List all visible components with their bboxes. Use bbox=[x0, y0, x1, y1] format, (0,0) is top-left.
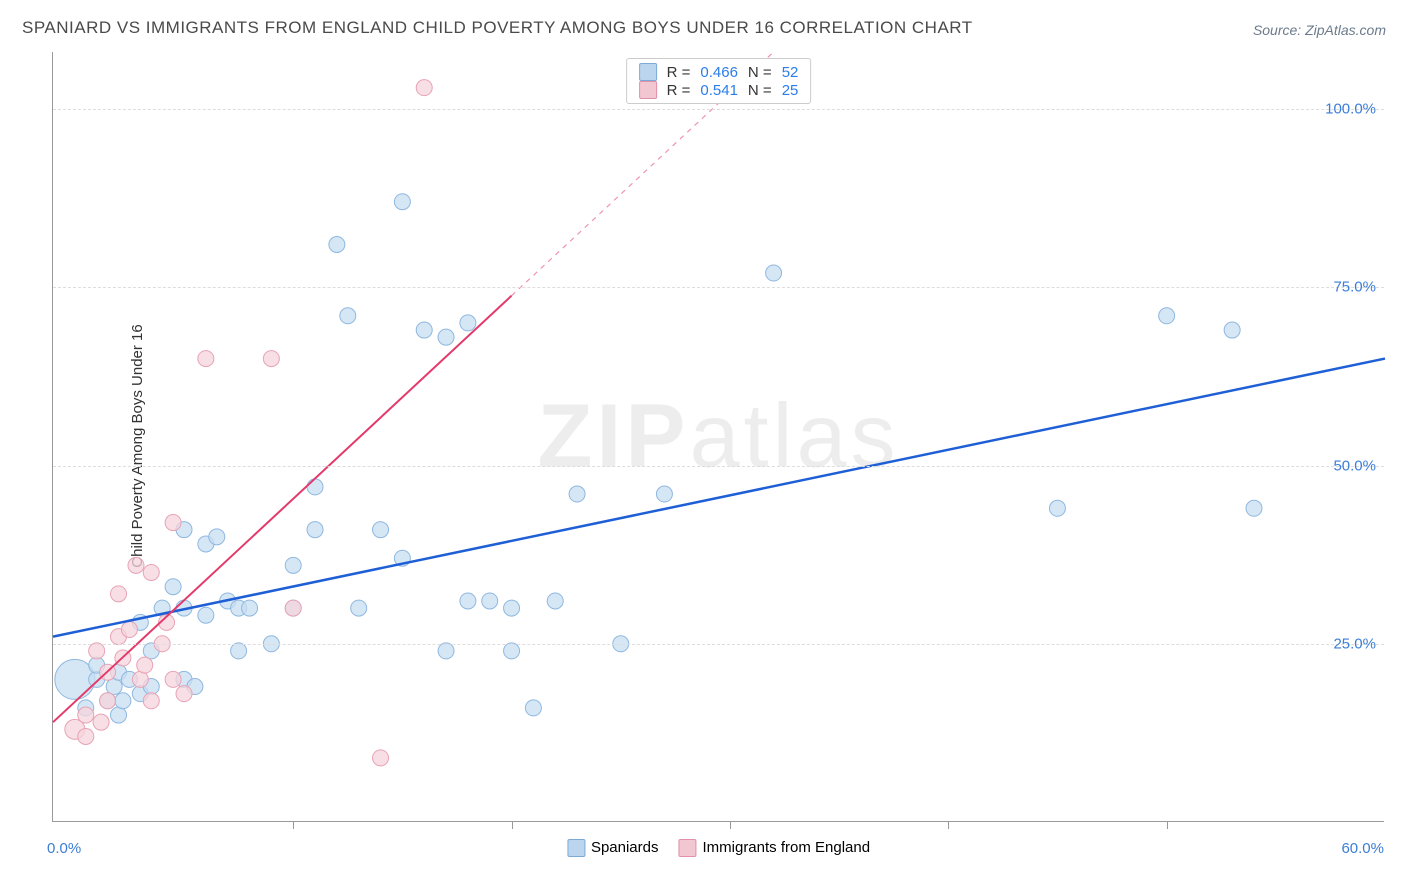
legend-series: Spaniards Immigrants from England bbox=[567, 839, 870, 857]
scatter-point bbox=[111, 586, 127, 602]
scatter-point bbox=[1246, 500, 1262, 516]
scatter-point bbox=[307, 522, 323, 538]
scatter-point bbox=[1224, 322, 1240, 338]
scatter-point bbox=[373, 750, 389, 766]
scatter-point bbox=[165, 671, 181, 687]
scatter-point bbox=[416, 80, 432, 96]
gridline bbox=[53, 644, 1384, 645]
scatter-point bbox=[656, 486, 672, 502]
y-tick-label: 100.0% bbox=[1325, 101, 1376, 118]
legend-n-label: N = bbox=[748, 64, 772, 81]
legend-item-england: Immigrants from England bbox=[678, 839, 870, 857]
legend-r-label: R = bbox=[667, 64, 691, 81]
x-tick bbox=[730, 821, 731, 829]
x-tick-label: 0.0% bbox=[47, 840, 81, 857]
chart-container: SPANIARD VS IMMIGRANTS FROM ENGLAND CHIL… bbox=[0, 0, 1406, 892]
scatter-point bbox=[242, 600, 258, 616]
x-tick bbox=[1167, 821, 1168, 829]
scatter-point bbox=[78, 728, 94, 744]
legend-n-value-spaniards: 52 bbox=[782, 64, 799, 81]
scatter-point bbox=[209, 529, 225, 545]
x-tick bbox=[948, 821, 949, 829]
gridline bbox=[53, 287, 1384, 288]
chart-title: SPANIARD VS IMMIGRANTS FROM ENGLAND CHIL… bbox=[22, 18, 973, 38]
scatter-point bbox=[569, 486, 585, 502]
scatter-point bbox=[132, 671, 148, 687]
gridline bbox=[53, 109, 1384, 110]
x-tick-label: 60.0% bbox=[1341, 840, 1384, 857]
y-tick-label: 75.0% bbox=[1333, 279, 1376, 296]
x-tick bbox=[293, 821, 294, 829]
scatter-point bbox=[165, 579, 181, 595]
scatter-point bbox=[137, 657, 153, 673]
legend-item-spaniards: Spaniards bbox=[567, 839, 659, 857]
scatter-point bbox=[416, 322, 432, 338]
scatter-point bbox=[89, 643, 105, 659]
scatter-point bbox=[285, 557, 301, 573]
legend-label-spaniards: Spaniards bbox=[591, 839, 659, 856]
scatter-point bbox=[394, 194, 410, 210]
scatter-point bbox=[165, 515, 181, 531]
legend-stats: R = 0.466 N = 52 R = 0.541 N = 25 bbox=[626, 58, 812, 104]
legend-stats-row: R = 0.541 N = 25 bbox=[639, 81, 799, 99]
source-value: ZipAtlas.com bbox=[1305, 22, 1386, 38]
scatter-point bbox=[525, 700, 541, 716]
scatter-point bbox=[121, 622, 137, 638]
scatter-point bbox=[198, 607, 214, 623]
scatter-point bbox=[329, 237, 345, 253]
scatter-point bbox=[100, 693, 116, 709]
legend-n-value-england: 25 bbox=[782, 82, 799, 99]
scatter-point bbox=[307, 479, 323, 495]
scatter-point bbox=[460, 315, 476, 331]
scatter-point bbox=[111, 707, 127, 723]
legend-swatch-england bbox=[678, 839, 696, 857]
x-tick bbox=[512, 821, 513, 829]
scatter-point bbox=[78, 707, 94, 723]
scatter-point bbox=[198, 351, 214, 367]
legend-r-value-england: 0.541 bbox=[700, 82, 738, 99]
source-prefix: Source: bbox=[1253, 22, 1305, 38]
legend-label-england: Immigrants from England bbox=[702, 839, 870, 856]
scatter-point bbox=[106, 679, 122, 695]
legend-swatch-spaniards bbox=[567, 839, 585, 857]
scatter-point bbox=[504, 643, 520, 659]
scatter-point bbox=[460, 593, 476, 609]
scatter-point bbox=[285, 600, 301, 616]
scatter-point bbox=[93, 714, 109, 730]
plot-area: ZIPatlas R = 0.466 N = 52 R = 0.541 N = … bbox=[52, 52, 1384, 822]
scatter-point bbox=[438, 643, 454, 659]
plot-svg bbox=[53, 52, 1384, 821]
legend-swatch-spaniards bbox=[639, 63, 657, 81]
legend-r-label: R = bbox=[667, 82, 691, 99]
scatter-point bbox=[176, 686, 192, 702]
legend-stats-row: R = 0.466 N = 52 bbox=[639, 63, 799, 81]
scatter-point bbox=[766, 265, 782, 281]
gridline bbox=[53, 466, 1384, 467]
scatter-point bbox=[1049, 500, 1065, 516]
scatter-point bbox=[351, 600, 367, 616]
scatter-point bbox=[263, 351, 279, 367]
legend-r-value-spaniards: 0.466 bbox=[700, 64, 738, 81]
scatter-point bbox=[143, 693, 159, 709]
trend-line bbox=[53, 359, 1385, 637]
scatter-point bbox=[340, 308, 356, 324]
y-tick-label: 50.0% bbox=[1333, 457, 1376, 474]
legend-n-label: N = bbox=[748, 82, 772, 99]
scatter-point bbox=[1159, 308, 1175, 324]
legend-swatch-england bbox=[639, 81, 657, 99]
scatter-point bbox=[231, 643, 247, 659]
scatter-point bbox=[504, 600, 520, 616]
scatter-point bbox=[115, 693, 131, 709]
scatter-point bbox=[128, 557, 144, 573]
scatter-point bbox=[482, 593, 498, 609]
scatter-point bbox=[373, 522, 389, 538]
scatter-point bbox=[438, 329, 454, 345]
source-attribution: Source: ZipAtlas.com bbox=[1253, 22, 1386, 38]
y-tick-label: 25.0% bbox=[1333, 635, 1376, 652]
scatter-point bbox=[547, 593, 563, 609]
scatter-point bbox=[143, 564, 159, 580]
